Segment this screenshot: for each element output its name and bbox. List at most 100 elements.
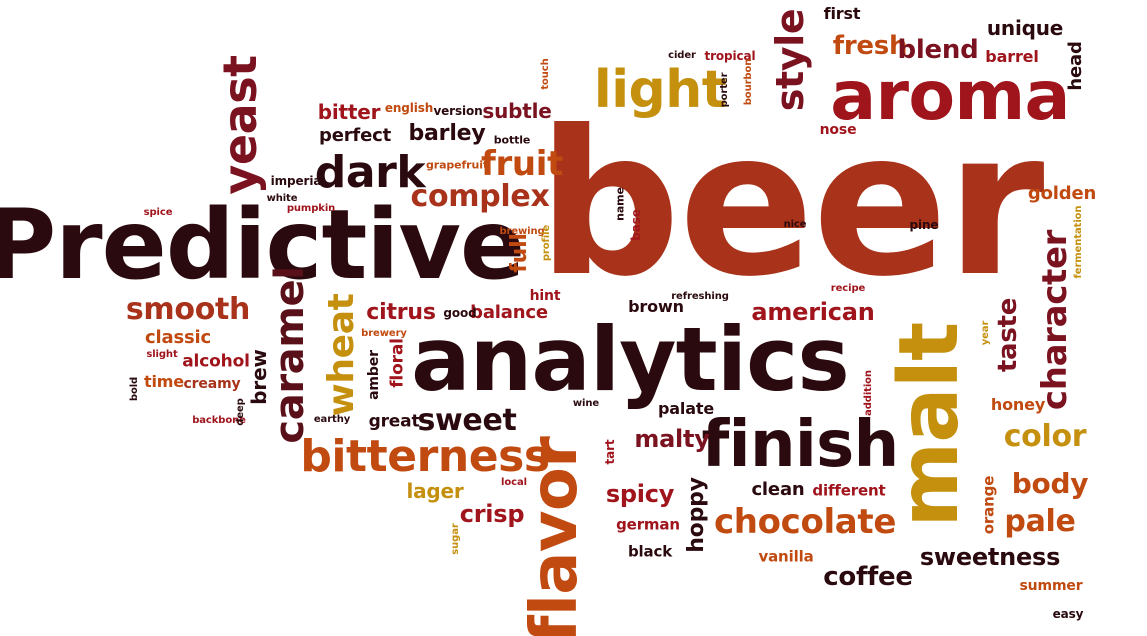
word-amber: amber bbox=[366, 350, 382, 400]
word-aroma: aroma bbox=[830, 57, 1070, 136]
word-body: body bbox=[1011, 467, 1089, 500]
word-alcohol: alcohol bbox=[182, 351, 250, 372]
word-refreshing: refreshing bbox=[671, 291, 729, 302]
word-pale: pale bbox=[1004, 504, 1076, 539]
word-fermentation: fermentation bbox=[1073, 205, 1084, 279]
word-spice: spice bbox=[143, 207, 173, 218]
word-analytics: analytics bbox=[411, 308, 850, 411]
word-earthy: earthy bbox=[313, 414, 351, 425]
word-character: character bbox=[1035, 229, 1075, 411]
word-brown: brown bbox=[628, 297, 684, 316]
word-tart: tart bbox=[603, 439, 617, 465]
word-smooth: smooth bbox=[125, 292, 251, 327]
word-taste: taste bbox=[993, 297, 1023, 373]
word-color: color bbox=[1003, 419, 1087, 454]
word-grapefruit: grapefruit bbox=[425, 158, 489, 172]
word-black: black bbox=[627, 542, 673, 561]
word-profile: profile bbox=[541, 224, 552, 262]
word-creamy: creamy bbox=[183, 376, 241, 392]
word-brew: brew bbox=[247, 349, 271, 405]
word-imperial: imperial bbox=[270, 174, 326, 188]
word-full: full bbox=[507, 233, 532, 273]
word-style: style bbox=[768, 8, 812, 112]
word-wheat: wheat bbox=[321, 293, 362, 417]
word-hint: hint bbox=[529, 288, 561, 304]
word-chocolate: chocolate bbox=[713, 502, 897, 542]
word-light: light bbox=[593, 60, 727, 120]
word-beer: beer bbox=[537, 88, 1044, 321]
word-porter: porter bbox=[719, 72, 730, 108]
word-great: great bbox=[368, 411, 420, 432]
word-brewery: brewery bbox=[361, 328, 407, 339]
word-yeast: yeast bbox=[213, 55, 267, 195]
word-hoppy: hoppy bbox=[684, 477, 709, 553]
word-backbone: backbone bbox=[192, 415, 246, 426]
word-honey: honey bbox=[990, 395, 1046, 414]
word-good: good bbox=[443, 306, 477, 320]
word-local: local bbox=[501, 477, 527, 488]
word-recipe: recipe bbox=[830, 283, 866, 294]
word-slight: slight bbox=[146, 349, 178, 360]
word-dark: dark bbox=[314, 147, 426, 198]
word-version: version bbox=[433, 104, 483, 118]
word-sugar: sugar bbox=[450, 523, 461, 555]
word-bold: bold bbox=[129, 376, 140, 402]
word-palate: palate bbox=[657, 399, 715, 418]
word-easy: easy bbox=[1052, 607, 1084, 621]
word-white: white bbox=[266, 193, 298, 204]
word-malt: malt bbox=[882, 322, 977, 528]
word-nose: nose bbox=[819, 122, 857, 138]
word-time: time bbox=[143, 372, 185, 391]
word-tropical: tropical bbox=[704, 49, 756, 63]
word-pumpkin: pumpkin bbox=[286, 203, 336, 214]
word-american: american bbox=[751, 298, 875, 326]
word-bottle: bottle bbox=[493, 133, 531, 147]
word-vanilla: vanilla bbox=[758, 547, 814, 566]
word-complex: complex bbox=[410, 179, 550, 214]
word-golden: golden bbox=[1027, 183, 1097, 204]
word-floral: floral bbox=[387, 338, 408, 388]
word-barrel: barrel bbox=[985, 47, 1039, 66]
word-barley: barley bbox=[408, 121, 486, 146]
word-predictive: Predictive bbox=[0, 189, 525, 301]
word-fruit: fruit bbox=[481, 144, 563, 184]
word-citrus: citrus bbox=[366, 300, 436, 325]
word-bitter: bitter bbox=[317, 100, 381, 124]
word-cider: cider bbox=[668, 50, 696, 61]
word-wine: wine bbox=[572, 398, 600, 409]
word-touch: touch bbox=[540, 58, 551, 90]
word-spicy: spicy bbox=[605, 480, 675, 508]
word-bourbon: bourbon bbox=[743, 58, 754, 106]
word-name: name bbox=[613, 187, 627, 221]
word-caramel: caramel bbox=[267, 266, 313, 444]
word-balance: balance bbox=[470, 302, 548, 323]
word-summer: summer bbox=[1019, 578, 1083, 594]
word-sweet: sweet bbox=[417, 403, 517, 438]
word-perfect: perfect bbox=[318, 125, 392, 146]
word-subtle: subtle bbox=[482, 99, 552, 123]
word-clean: clean bbox=[751, 479, 805, 500]
word-nice: nice bbox=[783, 219, 807, 230]
word-lager: lager bbox=[406, 479, 464, 503]
word-orange: orange bbox=[979, 475, 998, 535]
word-malty: malty bbox=[634, 425, 710, 453]
word-german: german bbox=[616, 515, 680, 534]
word-different: different bbox=[812, 481, 886, 500]
word-english: english bbox=[384, 101, 434, 115]
word-pine: pine bbox=[909, 218, 939, 232]
word-blend: blend bbox=[897, 35, 979, 65]
word-crisp: crisp bbox=[459, 500, 525, 528]
word-brewing: brewing bbox=[499, 226, 545, 237]
word-finish: finish bbox=[701, 408, 899, 482]
word-first: first bbox=[823, 4, 861, 23]
word-base: base bbox=[629, 209, 643, 241]
word-addition: addition bbox=[863, 370, 874, 416]
word-coffee: coffee bbox=[823, 562, 913, 592]
word-unique: unique bbox=[986, 16, 1064, 40]
word-deep: deep bbox=[235, 398, 246, 426]
word-bitterness: bitterness bbox=[300, 431, 550, 482]
word-fresh: fresh bbox=[832, 31, 908, 61]
word-head: head bbox=[1065, 41, 1086, 91]
word-year: year bbox=[980, 320, 991, 346]
